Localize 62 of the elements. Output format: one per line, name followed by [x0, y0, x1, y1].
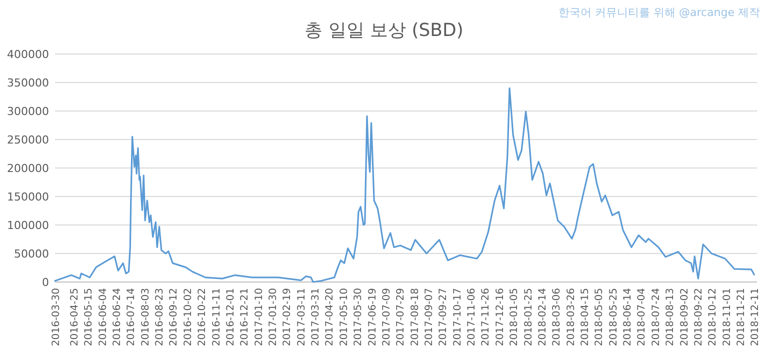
- x-tick-label: 2017-11-06: [466, 288, 478, 346]
- x-tick-label: 2016-05-15: [84, 288, 95, 346]
- x-tick-label: 2018-11-21: [736, 288, 747, 346]
- x-tick-label: 2018-10-12: [708, 288, 719, 346]
- x-tick-label: 2016-10-02: [182, 288, 194, 346]
- y-tick-label: 200000: [7, 162, 49, 175]
- x-tick-label: 2018-07-24: [650, 288, 662, 346]
- x-tick-label: 2017-05-10: [338, 288, 350, 346]
- x-tick-label: 2017-08-18: [410, 288, 421, 346]
- y-tick-label: 250000: [7, 134, 49, 146]
- x-tick-label: 2016-03-30: [51, 288, 62, 346]
- x-tick-label: 2016-11-11: [211, 288, 222, 346]
- line-series: [54, 87, 755, 283]
- chart-title: 총 일일 보상 (SBD): [304, 20, 464, 41]
- x-tick-label: 2017-04-20: [324, 288, 336, 346]
- x-tick-label: 2017-09-27: [438, 288, 450, 346]
- y-tick-label: 350000: [7, 76, 49, 90]
- x-tick-label: 2016-08-23: [154, 288, 166, 346]
- x-tick-label: 2018-07-04: [636, 288, 648, 346]
- y-tick-label: 50000: [14, 248, 49, 260]
- x-tick-label: 2017-01-30: [268, 288, 279, 346]
- x-tick-label: 2018-05-25: [608, 288, 620, 346]
- x-tick-label: 2016-04-25: [69, 288, 80, 346]
- x-tick-label: 2017-01-10: [254, 288, 265, 346]
- x-tick-label: 2017-02-19: [282, 288, 294, 346]
- text: 한국어 커뮤니티를 위해 @arcange 제작: [558, 6, 760, 19]
- x-tick-label: 2018-09-22: [693, 288, 704, 346]
- x-tick-label: 2017-09-07: [424, 288, 435, 346]
- x-tick-label: 2017-03-11: [296, 288, 308, 346]
- x-tick-label: 2017-11-26: [480, 288, 492, 346]
- x-tick-label: 2016-09-12: [168, 288, 180, 346]
- x-tick-label: 2017-12-16: [494, 288, 506, 346]
- y-tick-label: 100000: [7, 219, 49, 232]
- x-tick-label: 2017-07-29: [396, 288, 407, 346]
- x-tick-label: 2018-05-05: [594, 288, 606, 346]
- x-tick-label: 2017-10-17: [452, 288, 464, 346]
- y-tick-label: 400000: [7, 48, 49, 61]
- x-tick-label: 2018-11-01: [722, 288, 733, 346]
- x-tick-label: 2018-03-06: [552, 288, 563, 346]
- x-tick-label: 2017-07-09: [381, 288, 392, 346]
- x-tick-label: 2018-08-13: [665, 288, 676, 346]
- x-tick-label: 2018-01-05: [509, 288, 520, 346]
- x-tick-label: 2016-10-22: [197, 288, 208, 346]
- x-tick-label: 2016-12-21: [240, 288, 251, 346]
- x-tick-label: 2018-06-14: [622, 288, 634, 346]
- x-tick-label: 2016-12-01: [225, 288, 236, 346]
- x-tick-label: 2016-08-03: [140, 288, 152, 346]
- x-tick-label: 2018-02-14: [537, 288, 548, 346]
- x-tick-label: 2018-09-02: [679, 288, 690, 346]
- x-tick-label: 2016-06-04: [98, 288, 109, 346]
- x-tick-label: 2016-06-24: [112, 288, 123, 346]
- x-tick-label: 2018-12-11: [750, 288, 762, 346]
- x-tick-label: 2018-04-15: [580, 288, 591, 346]
- x-tick-label: 2018-03-26: [566, 288, 577, 346]
- y-tick-label: 300000: [7, 105, 49, 118]
- x-tick-label: 2017-05-30: [353, 288, 364, 346]
- x-tick-label: 2017-03-31: [310, 288, 322, 346]
- y-tick-label: 0: [42, 276, 49, 289]
- x-tick-label: 2018-01-25: [523, 288, 534, 346]
- x-tick-label: 2017-06-19: [367, 288, 378, 346]
- x-tick-label: 2016-07-14: [126, 288, 138, 346]
- y-tick-label: 150000: [7, 190, 49, 204]
